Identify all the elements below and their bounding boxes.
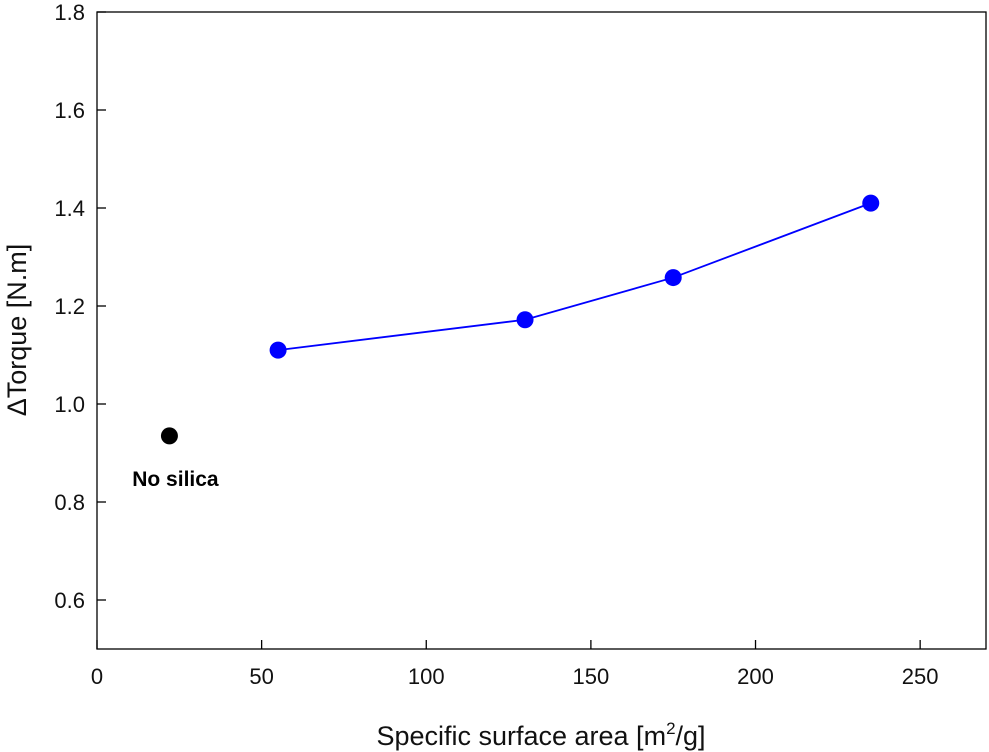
data-point bbox=[862, 194, 880, 212]
plot-area bbox=[96, 11, 987, 650]
y-axis-title: ΔTorque [N.m] bbox=[2, 244, 32, 417]
series-layer bbox=[160, 194, 880, 445]
y-tick-label: 0.8 bbox=[54, 490, 85, 515]
y-axis-ticks: 0.6 0.8 1.0 1.2 1.4 1.6 1.8 bbox=[54, 0, 106, 613]
x-tick-label: 250 bbox=[902, 664, 939, 689]
y-tick-label: 1.6 bbox=[54, 98, 85, 123]
x-tick-label: 150 bbox=[573, 664, 610, 689]
annotation-layer: No silica bbox=[132, 468, 219, 491]
no-silica-label: No silica bbox=[132, 468, 219, 491]
series-line bbox=[277, 202, 872, 351]
data-point bbox=[516, 311, 534, 329]
data-point bbox=[269, 341, 287, 359]
y-tick-label: 1.8 bbox=[54, 0, 85, 25]
x-axis-ticks: 0 50 100 150 200 250 bbox=[91, 640, 939, 689]
x-tick-label: 100 bbox=[408, 664, 445, 689]
y-tick-label: 1.0 bbox=[54, 392, 85, 417]
x-tick-label: 200 bbox=[737, 664, 774, 689]
data-point bbox=[160, 427, 178, 445]
x-tick-label: 0 bbox=[91, 664, 103, 689]
y-tick-label: 1.4 bbox=[54, 196, 85, 221]
y-tick-label: 0.6 bbox=[54, 588, 85, 613]
data-point bbox=[664, 269, 682, 287]
y-tick-label: 1.2 bbox=[54, 294, 85, 319]
x-axis-title: Specific surface area [m2/g] bbox=[376, 719, 705, 751]
x-tick-label: 50 bbox=[249, 664, 273, 689]
